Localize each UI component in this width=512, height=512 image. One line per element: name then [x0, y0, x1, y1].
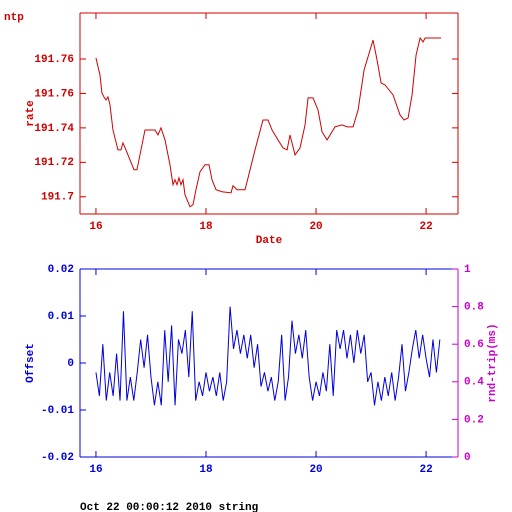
y-tick-label: 0.02 — [48, 264, 74, 276]
x-tick-label: 18 — [199, 221, 213, 233]
y-tick-label: -0.02 — [41, 452, 74, 464]
x-tick-label: 22 — [419, 221, 432, 233]
caption: Oct 22 00:00:12 2010 string — [80, 502, 258, 512]
data-line — [95, 306, 441, 406]
y-tick-label: 191.76 — [34, 88, 74, 100]
x-tick-label: 16 — [89, 221, 102, 233]
y2-tick-label: 0.6 — [464, 339, 484, 351]
y2-tick-label: 0.8 — [464, 302, 484, 314]
y-axis-label: rate — [25, 100, 37, 127]
y2-tick-label: 0.2 — [464, 414, 484, 426]
y2-tick-label: 0 — [464, 452, 471, 464]
data-line — [95, 36, 442, 208]
y-tick-label: 0.01 — [48, 311, 75, 323]
x-tick-label: 16 — [89, 464, 102, 476]
x-axis-label: Date — [256, 235, 283, 247]
y2-axis-label: rnd-trip(ms) — [487, 323, 499, 402]
x-tick-label: 20 — [309, 221, 322, 233]
y-tick-label: -0.01 — [41, 405, 74, 417]
x-tick-label: 18 — [199, 464, 213, 476]
x-tick-label: 22 — [419, 464, 432, 476]
y-tick-label: 191.7 — [41, 192, 74, 204]
y-tick-label: 0 — [67, 358, 74, 370]
y-tick-label: 191.76 — [34, 54, 74, 66]
x-tick-label: 20 — [309, 464, 322, 476]
y2-tick-label: 0.4 — [464, 377, 484, 389]
chart-title: ntp — [4, 12, 24, 24]
y2-tick-label: 1 — [464, 264, 471, 276]
y-axis-label: Offset — [25, 343, 37, 383]
y-tick-label: 191.74 — [34, 123, 74, 135]
y-tick-label: 191.72 — [34, 157, 74, 169]
